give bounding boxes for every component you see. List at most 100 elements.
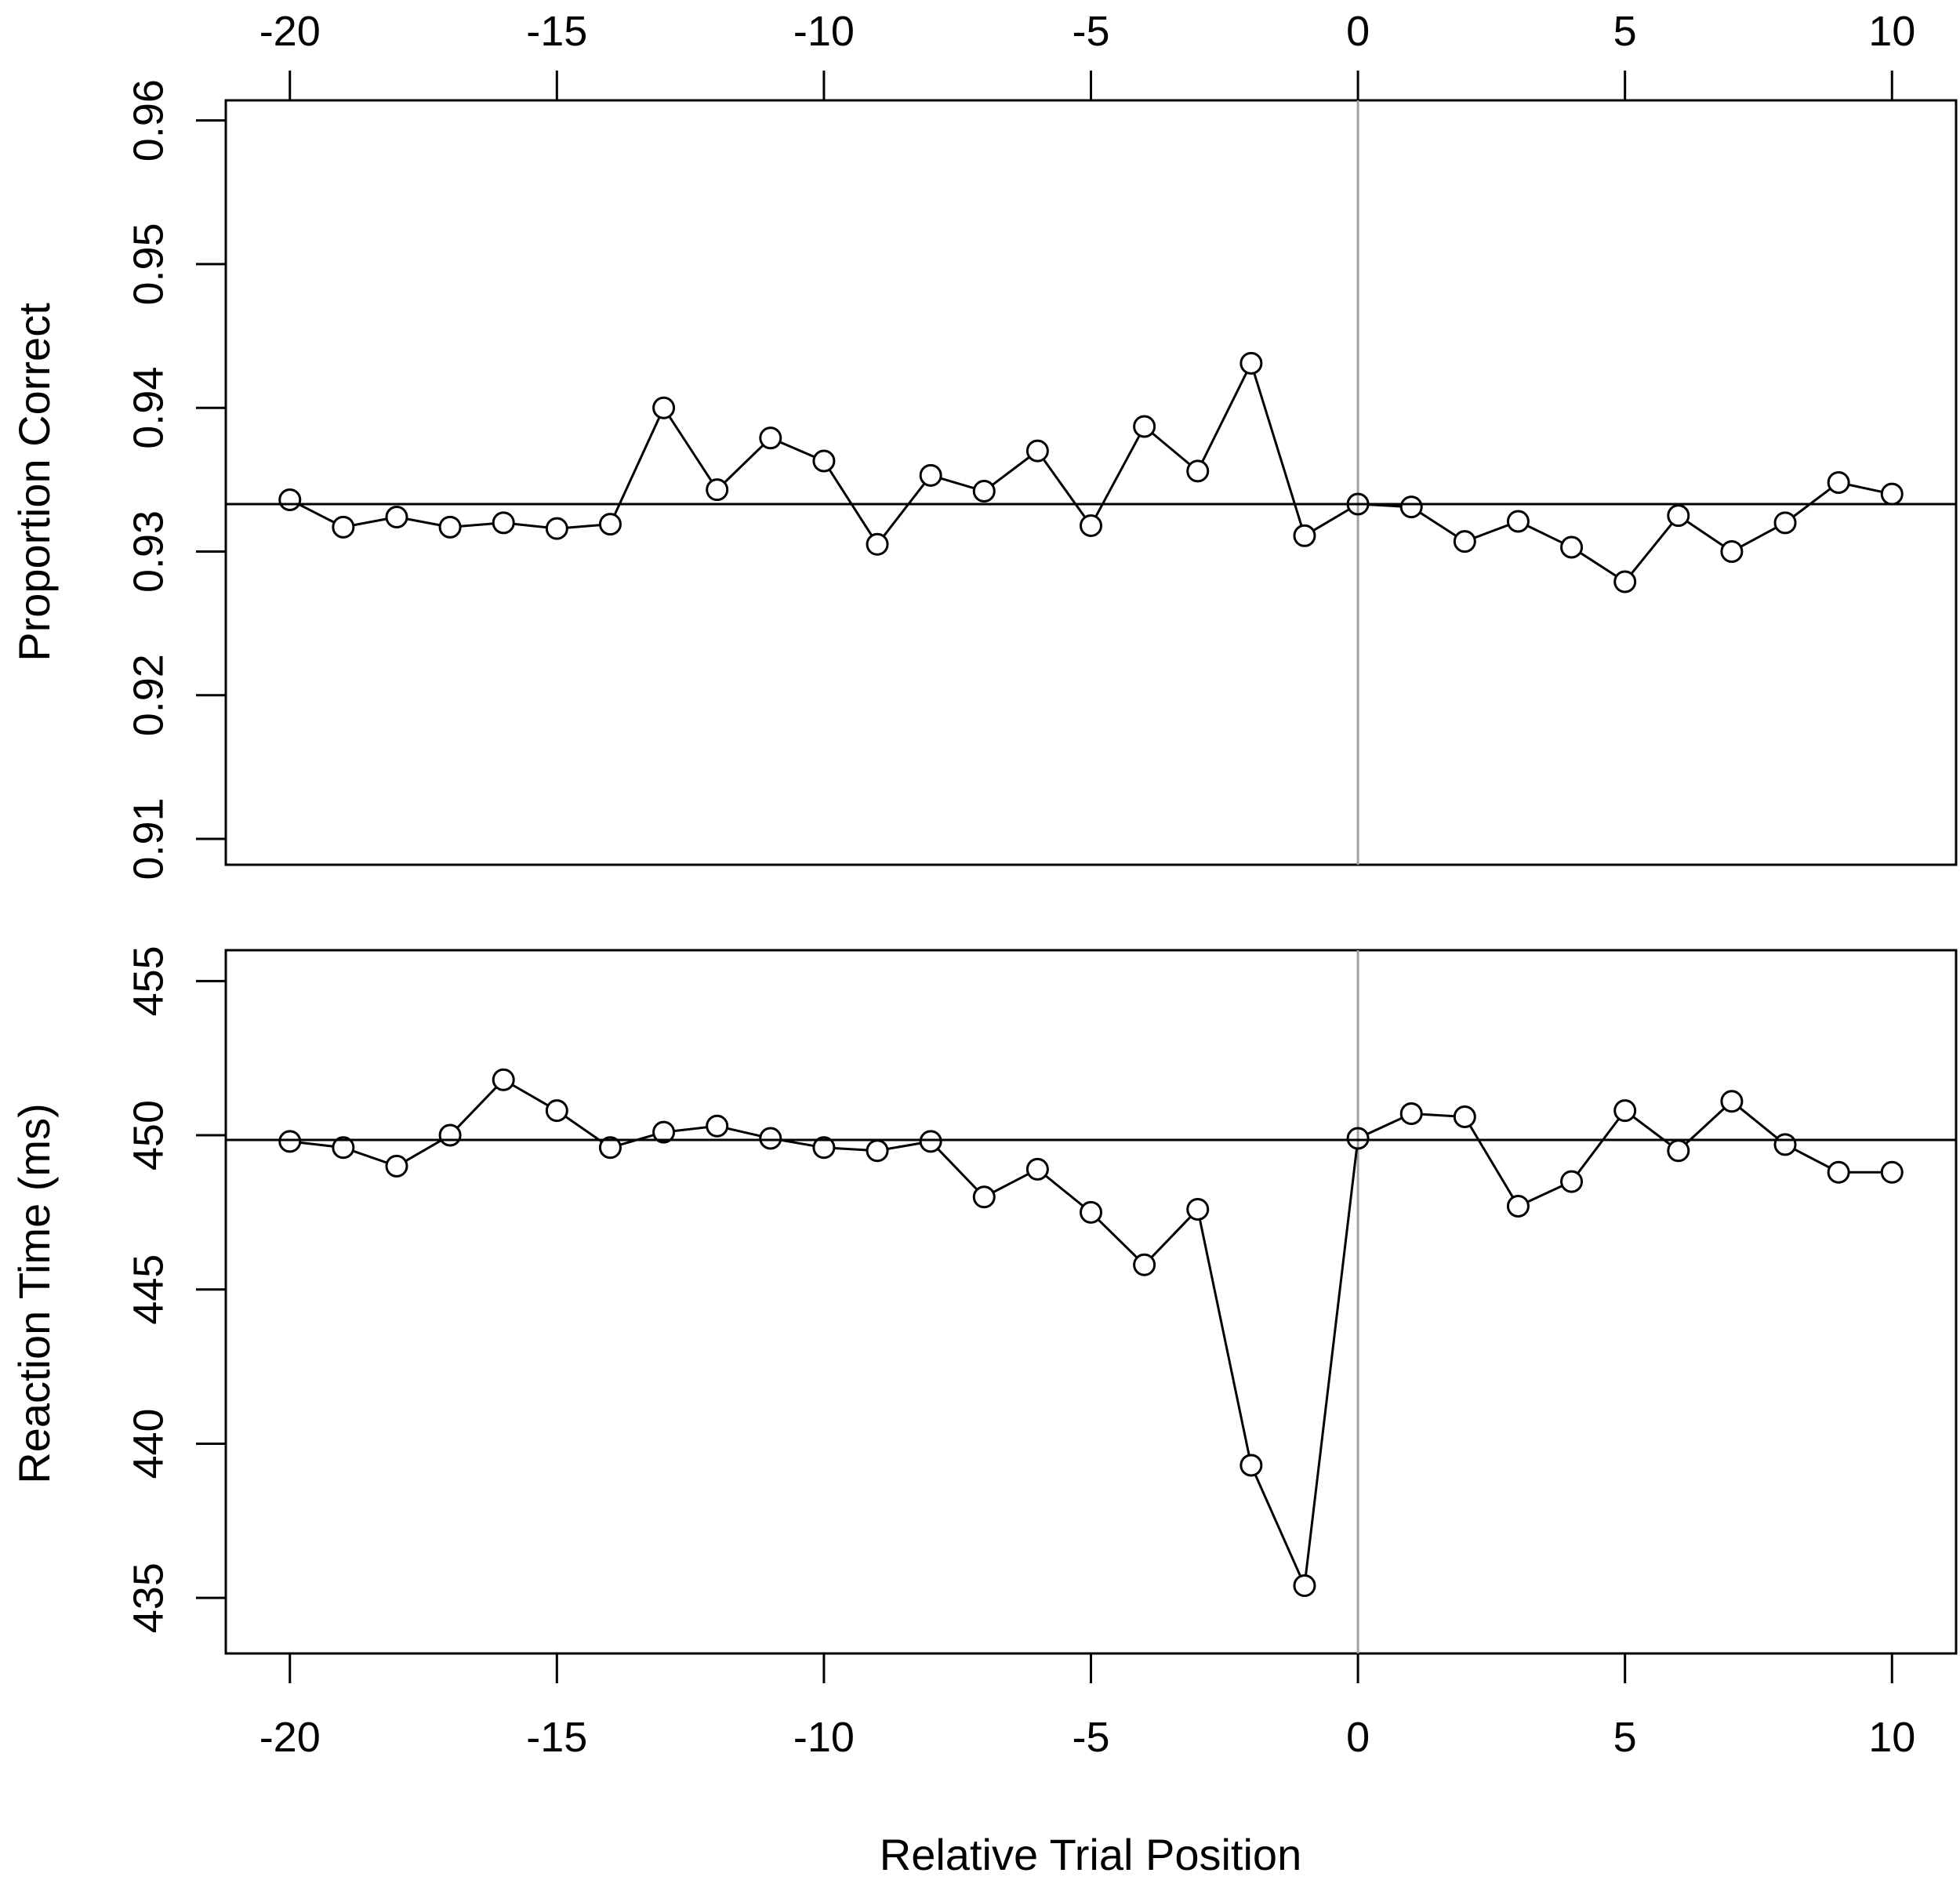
panel-bottom-y-axis-title: Reaction Time (ms) <box>9 1103 59 1483</box>
series-segment <box>456 1086 498 1129</box>
x-tick-label: -15 <box>526 8 587 55</box>
panel-bottom-series <box>278 1068 1904 1597</box>
series-segment <box>613 416 661 516</box>
series-segment <box>1151 432 1191 466</box>
data-point <box>1667 1139 1690 1163</box>
data-point <box>812 449 836 473</box>
series-segment <box>1793 1148 1831 1169</box>
data-point <box>972 479 996 503</box>
data-point <box>652 396 676 419</box>
data-point <box>1399 495 1423 519</box>
data-point <box>438 1123 462 1147</box>
data-point <box>492 511 515 535</box>
series-segment <box>1253 372 1303 527</box>
data-point <box>1240 351 1263 375</box>
data-point <box>1773 511 1797 535</box>
data-point <box>1346 492 1370 516</box>
data-point <box>1133 415 1156 438</box>
data-point <box>1346 1127 1370 1150</box>
series-segment <box>513 522 547 529</box>
data-point <box>1560 1170 1584 1193</box>
series-segment <box>668 416 713 482</box>
series-segment <box>1473 524 1509 539</box>
x-tick-label: 10 <box>1868 8 1915 55</box>
x-tick-label: 0 <box>1346 1714 1370 1761</box>
y-tick-label: 450 <box>125 1100 172 1171</box>
series-segment <box>1094 434 1141 517</box>
data-point <box>1186 1197 1210 1221</box>
data-point <box>1240 1454 1263 1477</box>
series-segment <box>1848 483 1882 493</box>
series-segment <box>993 1172 1029 1194</box>
data-point <box>1453 1105 1476 1128</box>
series-segment <box>780 1138 815 1148</box>
data-point <box>759 1127 782 1150</box>
data-point <box>1613 570 1637 593</box>
series-segment <box>299 1141 334 1148</box>
data-point <box>278 488 302 511</box>
series-segment <box>937 1148 978 1191</box>
series-segment <box>1740 526 1777 548</box>
series-segment <box>1421 1112 1455 1118</box>
data-point <box>972 1185 996 1209</box>
series-segment <box>887 1141 921 1150</box>
panel-bottom-y-axis: 435 440 445 450 455 <box>125 946 226 1633</box>
series-segment <box>882 482 926 537</box>
series-segment <box>1042 458 1087 518</box>
panel-bottom: -20 -15 -10 -5 0 5 10 435 440 445 450 455 Reaction… <box>9 946 1958 1879</box>
series-segment <box>1150 1215 1192 1258</box>
data-point <box>866 532 889 556</box>
series-segment <box>673 1126 707 1133</box>
data-point <box>1080 514 1102 537</box>
series-segment <box>298 503 335 524</box>
data-point <box>438 515 462 539</box>
data-point <box>866 1139 889 1163</box>
series-segment <box>828 469 873 537</box>
data-point <box>1613 1099 1637 1123</box>
panel-top: -20 -15 -10 -5 0 5 10 0.91 0.92 0.93 0.94 0.95 0.96… <box>9 8 1958 880</box>
series-segment <box>991 456 1030 486</box>
y-tick-label: 0.95 <box>125 223 172 305</box>
data-point <box>1399 1102 1423 1126</box>
series-segment <box>1526 524 1563 544</box>
data-point <box>1880 1160 1904 1184</box>
data-point <box>1773 1133 1797 1156</box>
series-segment <box>1468 1124 1515 1199</box>
series-segment <box>1686 520 1724 547</box>
series-segment <box>1739 1106 1778 1139</box>
data-point <box>1186 459 1210 483</box>
series-segment <box>1579 551 1617 578</box>
data-point <box>1880 482 1904 506</box>
series-segment <box>1419 511 1457 537</box>
x-tick-label: 10 <box>1868 1714 1915 1761</box>
panel-bottom-x-axis: -20 -15 -10 -5 0 5 10 <box>260 1653 1915 1761</box>
series-segment <box>1305 1148 1359 1576</box>
y-tick-label: 0.94 <box>125 367 172 449</box>
data-point <box>1025 439 1049 463</box>
x-tick-label: -20 <box>260 8 321 55</box>
series-segment <box>1792 488 1831 518</box>
series-segment <box>1630 522 1673 575</box>
y-tick-label: 435 <box>125 1563 172 1633</box>
data-point <box>1453 530 1476 554</box>
panel-top-y-axis: 0.91 0.92 0.93 0.94 0.95 0.96 <box>125 79 226 880</box>
y-tick-label: 445 <box>125 1254 172 1325</box>
data-point <box>1293 524 1316 547</box>
data-point <box>1080 1200 1102 1224</box>
series-segment <box>1097 1218 1138 1259</box>
series-segment <box>833 1147 868 1152</box>
series-segment <box>405 1139 442 1163</box>
series-segment <box>1526 1185 1563 1203</box>
series-segment <box>1577 1118 1621 1174</box>
series-segment <box>1312 508 1350 532</box>
x-tick-label: -10 <box>793 8 855 55</box>
x-tick-label: 5 <box>1613 8 1637 55</box>
series-segment <box>352 1149 388 1164</box>
series-segment <box>567 524 601 529</box>
panel-bottom-frame <box>224 949 1958 1655</box>
data-point <box>385 505 408 528</box>
data-point <box>1720 539 1744 563</box>
data-point <box>1667 504 1690 528</box>
series-segment <box>406 517 441 527</box>
